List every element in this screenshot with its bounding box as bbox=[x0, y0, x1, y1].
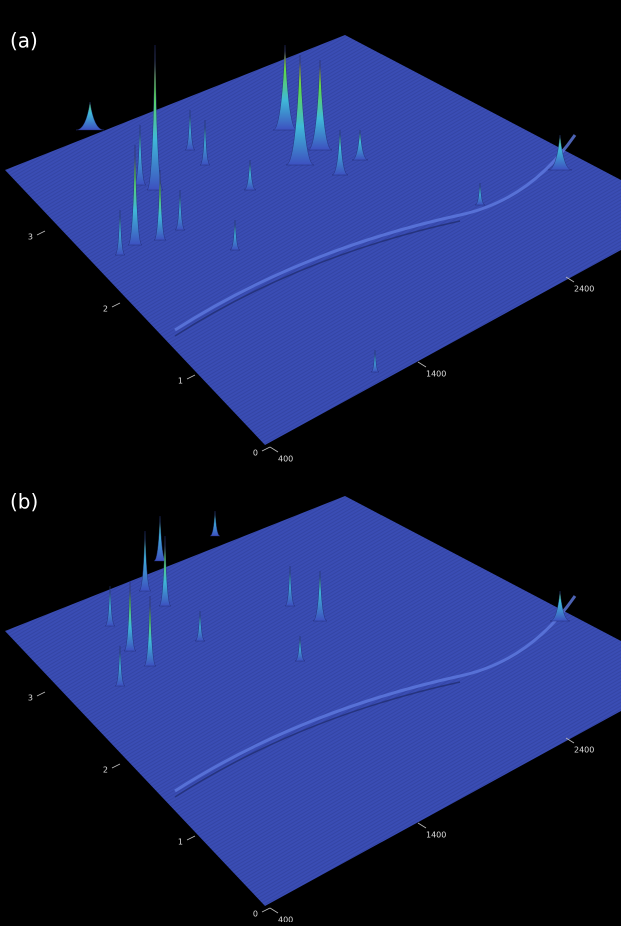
peak bbox=[474, 182, 486, 206]
peak bbox=[75, 101, 105, 131]
peak bbox=[307, 59, 333, 151]
peak bbox=[123, 580, 137, 652]
x-tick-label: 2400 bbox=[574, 746, 594, 755]
y-tick-label: 1 bbox=[178, 838, 183, 847]
peak bbox=[199, 119, 211, 166]
x-tick bbox=[269, 446, 279, 453]
y-tick-label: 0 bbox=[253, 449, 258, 458]
y-tick bbox=[111, 763, 121, 769]
peak bbox=[138, 530, 152, 592]
peak bbox=[104, 585, 116, 627]
peak bbox=[272, 44, 298, 131]
x-tick bbox=[417, 822, 427, 829]
x-tick bbox=[417, 361, 427, 368]
peak bbox=[174, 189, 186, 231]
peak bbox=[194, 610, 206, 642]
ridge bbox=[174, 595, 577, 793]
y-tick bbox=[36, 230, 46, 236]
y-tick-label: 0 bbox=[253, 910, 258, 919]
y-tick-label: 3 bbox=[28, 694, 33, 703]
peak bbox=[370, 349, 380, 373]
peak bbox=[114, 645, 126, 687]
peak bbox=[549, 590, 571, 622]
peak bbox=[153, 515, 167, 562]
ridge-shadow bbox=[174, 220, 461, 337]
peak bbox=[127, 144, 143, 246]
y-tick bbox=[111, 302, 121, 308]
y-tick bbox=[36, 691, 46, 697]
y-tick bbox=[261, 446, 271, 452]
peak bbox=[312, 570, 328, 622]
peak bbox=[285, 54, 315, 166]
y-tick-label: 1 bbox=[178, 377, 183, 386]
y-tick bbox=[261, 907, 271, 913]
y-tick bbox=[186, 835, 196, 841]
x-tick-label: 400 bbox=[278, 916, 293, 923]
ridge bbox=[174, 134, 577, 332]
peak bbox=[547, 134, 573, 171]
x-tick bbox=[565, 276, 575, 283]
x-tick-label: 1400 bbox=[426, 831, 446, 840]
peak bbox=[229, 219, 241, 251]
peak bbox=[153, 169, 167, 241]
x-tick bbox=[565, 737, 575, 744]
x-tick-label: 2400 bbox=[574, 285, 594, 294]
peak bbox=[284, 565, 296, 607]
peak bbox=[158, 535, 172, 607]
panel-label: (a) bbox=[10, 29, 38, 53]
surface-plane bbox=[5, 35, 621, 445]
peak bbox=[294, 635, 306, 662]
peak bbox=[133, 124, 147, 186]
ridge-shadow bbox=[174, 681, 461, 798]
y-tick bbox=[186, 374, 196, 380]
x-tick bbox=[269, 907, 279, 914]
peak bbox=[209, 510, 221, 537]
panel: (a) 400 1400 2400 0 1 2 3 bbox=[5, 29, 621, 464]
x-tick-label: 400 bbox=[278, 455, 293, 464]
panel-label: (b) bbox=[10, 490, 38, 514]
peak bbox=[114, 209, 126, 256]
y-tick-label: 3 bbox=[28, 233, 33, 242]
peak bbox=[331, 129, 349, 176]
y-tick-label: 2 bbox=[103, 305, 108, 314]
surface-plane bbox=[5, 496, 621, 906]
peak bbox=[143, 595, 157, 667]
x-tick-label: 1400 bbox=[426, 370, 446, 379]
panel: (b) 400 1400 2400 0 1 2 3 bbox=[5, 490, 621, 925]
peak bbox=[184, 109, 196, 151]
peak bbox=[243, 159, 257, 191]
peak bbox=[351, 129, 369, 161]
y-tick-label: 2 bbox=[103, 766, 108, 775]
